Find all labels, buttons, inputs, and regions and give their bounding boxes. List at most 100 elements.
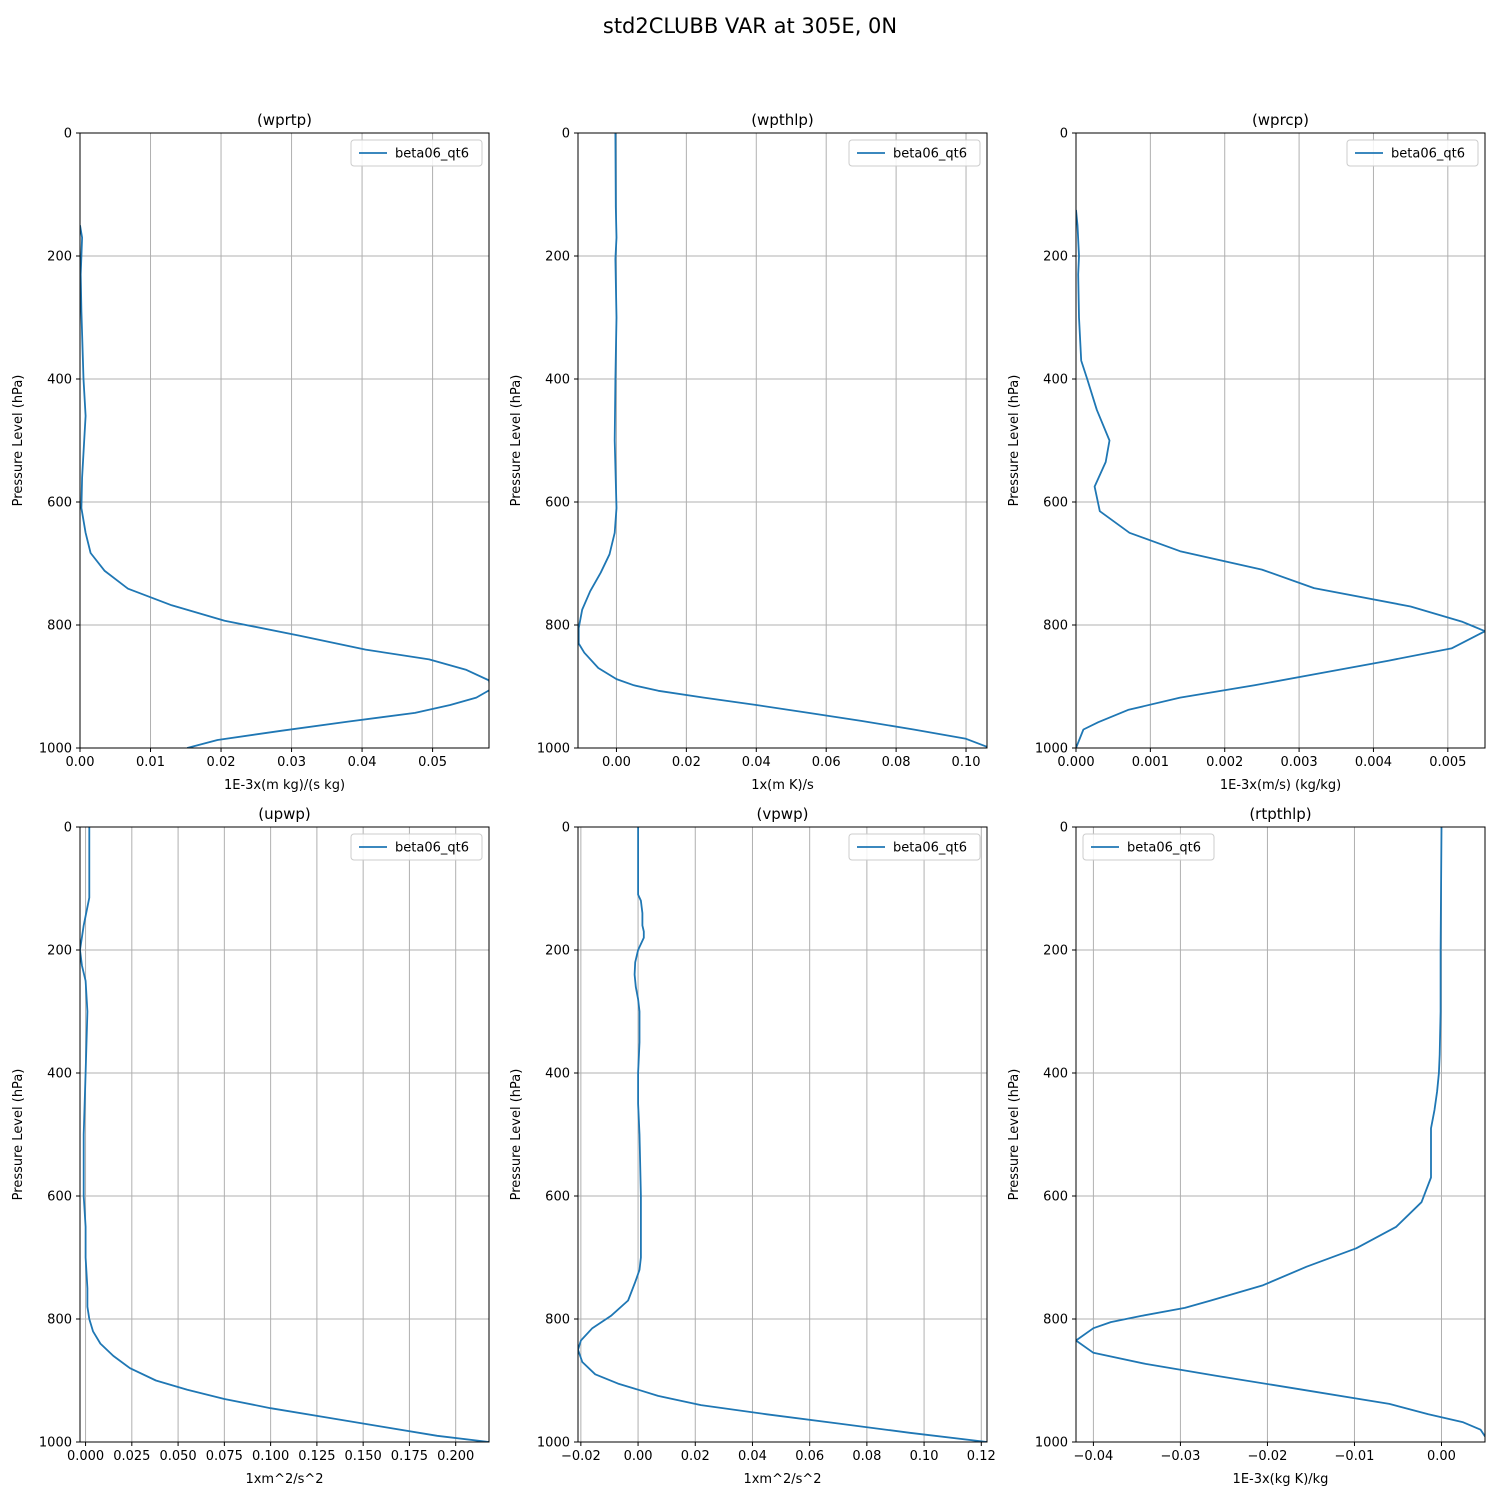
subplot-2: 0.00 0.02 0.04 0.06 0.08 0.10 0 200 400 600 800 100…: [509, 111, 988, 793]
subplot-title: (rtpthlp): [1249, 805, 1311, 823]
legend-box: [1082, 833, 1215, 861]
y-tick-label: 200: [545, 944, 570, 959]
y-tick-label: 200: [47, 250, 72, 265]
x-axis-label: 1E-3x(kg K)/kg: [1233, 1472, 1329, 1487]
y-tick-label: 200: [1043, 250, 1068, 265]
x-tick-label: 0.003: [1280, 755, 1317, 770]
x-tick-label: 0.10: [910, 1449, 939, 1464]
subplot-title: (vpwp): [757, 805, 809, 823]
y-tick-label: 1000: [39, 1436, 72, 1451]
x-tick-label: 0.10: [952, 755, 981, 770]
y-tick-label: 0: [1060, 821, 1068, 836]
legend-label: beta06_qt6: [1391, 147, 1465, 162]
x-tick-label: 0.00: [624, 1449, 653, 1464]
subplot-6: −0.04 −0.03 −0.02 −0.01 0.00 0 200 400 600 800 100…: [1007, 805, 1486, 1487]
series-line: [1076, 827, 1485, 1438]
x-tick-label: 0.004: [1355, 755, 1392, 770]
x-tick-label: −0.04: [1073, 1449, 1113, 1464]
y-tick-label: 0: [562, 127, 570, 142]
x-tick-label: 0.08: [882, 755, 911, 770]
y-tick-label: 800: [545, 1313, 570, 1328]
subplot-5: −0.02 0.00 0.02 0.04 0.06 0.08 0.10 0.12 0 200 400…: [509, 805, 996, 1487]
x-tick-label: 0.02: [672, 755, 701, 770]
x-tick-label: 0.050: [159, 1449, 196, 1464]
y-tick-label: 1000: [537, 742, 570, 757]
y-tick-label: 400: [47, 373, 72, 388]
y-tick-label: 800: [47, 619, 72, 634]
legend: beta06_qt6: [848, 833, 981, 861]
x-tick-label: 0.125: [298, 1449, 335, 1464]
x-tick-label: 0.03: [277, 755, 306, 770]
y-axis-label: Pressure Level (hPa): [509, 375, 524, 507]
y-tick-label: 800: [1043, 1313, 1068, 1328]
subplot-title: (wpthlp): [751, 111, 814, 129]
y-axis-label: Pressure Level (hPa): [1007, 375, 1022, 507]
y-tick-label: 400: [545, 1067, 570, 1082]
subplot-title: (wprtp): [257, 111, 312, 129]
series-line: [1076, 209, 1485, 748]
axes-frame: [1075, 132, 1486, 749]
x-tick-label: 0.001: [1132, 755, 1169, 770]
x-tick-label: 0.175: [391, 1449, 428, 1464]
x-tick-label: −0.01: [1335, 1449, 1375, 1464]
x-tick-label: 0.06: [795, 1449, 824, 1464]
y-axis-label: Pressure Level (hPa): [11, 375, 26, 507]
y-tick-label: 800: [545, 619, 570, 634]
axes-frame: [577, 826, 988, 1443]
x-tick-label: 0.12: [967, 1449, 996, 1464]
legend-label: beta06_qt6: [893, 147, 967, 162]
series-line: [80, 827, 489, 1442]
x-tick-label: 0.005: [1429, 755, 1466, 770]
y-tick-label: 1000: [1035, 1436, 1068, 1451]
x-tick-label: 0.002: [1206, 755, 1243, 770]
legend-box: [350, 833, 483, 861]
x-tick-label: 0.150: [345, 1449, 382, 1464]
y-tick-label: 200: [47, 944, 72, 959]
x-tick-label: 0.025: [113, 1449, 150, 1464]
x-tick-label: 0.00: [1427, 1449, 1456, 1464]
legend-box: [848, 833, 981, 861]
y-tick-label: 600: [1043, 1190, 1068, 1205]
y-tick-label: 400: [1043, 1067, 1068, 1082]
legend-label: beta06_qt6: [893, 841, 967, 856]
y-tick-label: 200: [1043, 944, 1068, 959]
x-tick-label: 0.04: [742, 755, 771, 770]
x-tick-label: 0.04: [348, 755, 377, 770]
y-tick-label: 800: [47, 1313, 72, 1328]
y-tick-label: 1000: [1035, 742, 1068, 757]
x-tick-label: 0.000: [67, 1449, 104, 1464]
x-tick-label: −0.02: [1248, 1449, 1288, 1464]
x-tick-label: 0.00: [602, 755, 631, 770]
subplot-1: 0.00 0.01 0.02 0.03 0.04 0.05 0 200 400 600 800 100…: [11, 111, 490, 793]
x-tick-label: 0.000: [1057, 755, 1094, 770]
legend: beta06_qt6: [1082, 833, 1215, 861]
x-tick-label: 0.00: [66, 755, 95, 770]
subplot-4: 0.000 0.025 0.050 0.075 0.100 0.125 0.150 0.175…: [11, 805, 490, 1487]
legend: beta06_qt6: [350, 139, 483, 167]
series-line: [578, 133, 987, 748]
axes-frame: [79, 826, 490, 1443]
subplot-title: (wprcp): [1252, 111, 1309, 129]
subplot-3: 0.000 0.001 0.002 0.003 0.004 0.005 0 200 400 600…: [1007, 111, 1486, 793]
x-tick-label: 0.06: [812, 755, 841, 770]
x-tick-label: −0.02: [561, 1449, 601, 1464]
legend-label: beta06_qt6: [395, 841, 469, 856]
x-tick-label: 0.04: [738, 1449, 767, 1464]
y-tick-label: 600: [1043, 496, 1068, 511]
y-tick-label: 0: [64, 821, 72, 836]
legend: beta06_qt6: [1346, 139, 1479, 167]
legend-box: [848, 139, 981, 167]
x-tick-label: 0.02: [207, 755, 236, 770]
x-axis-label: 1E-3x(m kg)/(s kg): [224, 778, 345, 793]
x-tick-label: 0.075: [206, 1449, 243, 1464]
axes-frame: [577, 132, 988, 749]
x-tick-label: 0.08: [852, 1449, 881, 1464]
y-tick-label: 0: [64, 127, 72, 142]
x-axis-label: 1x(m K)/s: [751, 778, 814, 793]
y-tick-label: 1000: [39, 742, 72, 757]
axes-frame: [1075, 826, 1486, 1443]
legend-box: [1346, 139, 1479, 167]
x-tick-label: 0.02: [681, 1449, 710, 1464]
legend-label: beta06_qt6: [1127, 841, 1201, 856]
